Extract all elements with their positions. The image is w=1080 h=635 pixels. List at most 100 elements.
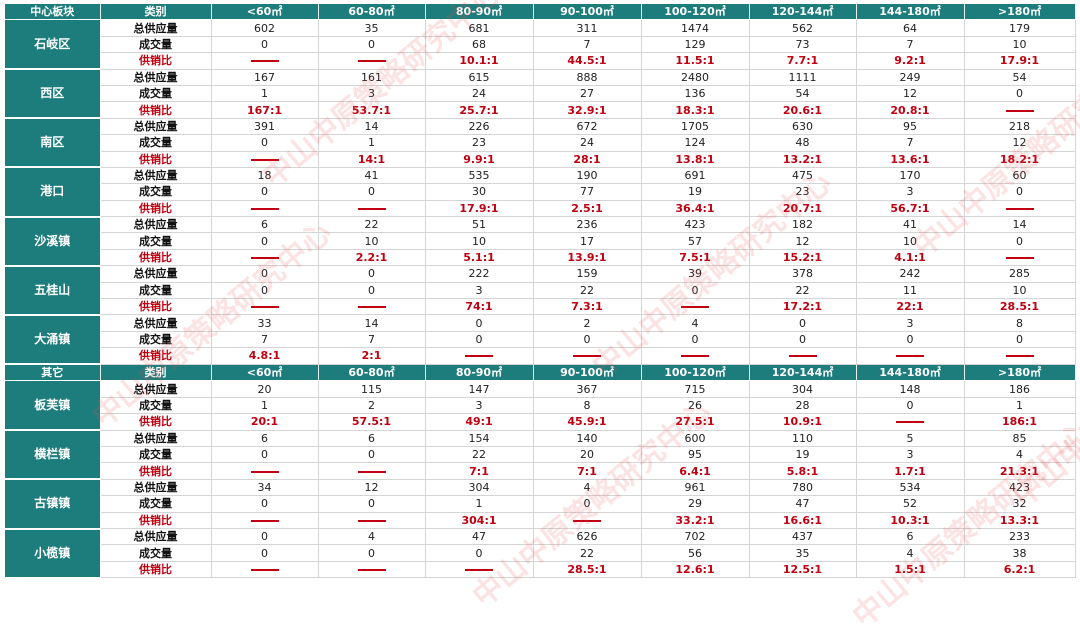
ratio-row: 供销比 2.2:1 5.1:1 13.9:1 7.5:1 15.2:1 4.1:1 (5, 249, 1076, 267)
table-cell: 57.5:1 (318, 413, 426, 431)
table-cell: 18.3:1 (641, 101, 750, 119)
table-cell: 0 (425, 544, 534, 562)
table-cell (964, 101, 1076, 119)
table-cell: 57 (641, 232, 750, 250)
table-cell: 2:1 (318, 347, 426, 365)
table-cell: 12 (964, 134, 1076, 152)
table-cell: 38 (964, 544, 1076, 562)
table-cell: 17.2:1 (749, 298, 857, 316)
table-cell (964, 249, 1076, 267)
supply-row: 五桂山 总供应量 0 0 222 159 39 378 242 285 (5, 265, 1076, 316)
table-cell (211, 462, 319, 480)
table-cell: 5.1:1 (425, 249, 534, 267)
section-header-row: 其它 类别 <60㎡ 60-80㎡ 80-90㎡ 90-100㎡ 100-120㎡ 120-1… (5, 364, 1076, 382)
supply-label: 总供应量 (100, 265, 212, 283)
table-cell: 304 (425, 479, 534, 497)
table-cell: 27 (533, 85, 642, 103)
deals-label: 成交量 (100, 36, 212, 54)
deals-label: 成交量 (100, 544, 212, 562)
table-cell: 226 (425, 118, 534, 136)
table-cell: 68 (425, 36, 534, 54)
ratio-label: 供销比 (100, 52, 212, 70)
table-cell: 20 (533, 446, 642, 464)
ratio-label: 供销比 (100, 200, 212, 218)
table-cell: 3 (856, 446, 965, 464)
table-cell: 186 (964, 380, 1076, 398)
supply-row: 小榄镇 总供应量 0 4 47 626 702 437 6 233 (5, 528, 1076, 579)
column-header: 144-180㎡ (856, 364, 965, 382)
deals-label: 成交量 (100, 85, 212, 103)
region-name: 南区 (5, 118, 101, 169)
table-cell: 161 (318, 69, 426, 86)
region-name: 沙溪镇 (5, 216, 101, 267)
table-cell: 129 (641, 36, 750, 54)
table-cell: 715 (641, 380, 750, 398)
table-cell: 20.8:1 (856, 101, 965, 119)
table-cell: 30 (425, 183, 534, 201)
region-name: 五桂山 (5, 265, 101, 316)
table-cell: 780 (749, 479, 857, 497)
table-cell: 13.6:1 (856, 151, 965, 168)
ratio-row: 供销比 4.8:1 2:1 (5, 347, 1076, 365)
table-cell: 0 (211, 183, 319, 201)
deals-row: 成交量 7 7 0 0 0 0 0 0 (5, 331, 1076, 349)
table-cell: 0 (964, 331, 1076, 349)
table-cell: 9.2:1 (856, 52, 965, 70)
table-cell: 626 (533, 528, 642, 546)
table-cell: 4 (533, 479, 642, 497)
table-cell: 222 (425, 265, 534, 283)
table-cell: 0 (856, 397, 965, 415)
table-cell: 179 (964, 19, 1076, 37)
column-header: 类别 (100, 364, 212, 382)
table-cell: 22 (533, 282, 642, 300)
table-cell: 21.3:1 (964, 462, 1076, 480)
table-cell: 888 (533, 69, 642, 86)
ratio-label: 供销比 (100, 249, 212, 267)
table-cell: 1 (425, 495, 534, 513)
table-cell: 19 (749, 446, 857, 464)
table-cell: 17.9:1 (425, 200, 534, 218)
table-cell: 23 (749, 183, 857, 201)
table-cell: 7.7:1 (749, 52, 857, 70)
column-header: 100-120㎡ (641, 4, 750, 21)
table-cell: 41 (318, 167, 426, 185)
table-cell: 391 (211, 118, 319, 136)
table-cell: 6.4:1 (641, 462, 750, 480)
table-cell (211, 200, 319, 218)
table-cell (318, 462, 426, 480)
deals-label: 成交量 (100, 282, 212, 300)
column-header: >180㎡ (964, 4, 1076, 21)
deals-label: 成交量 (100, 134, 212, 152)
dash-mark (681, 306, 709, 309)
table-cell: 22 (318, 216, 426, 234)
table-cell: 25.7:1 (425, 101, 534, 119)
table-cell: 47 (749, 495, 857, 513)
supply-label: 总供应量 (100, 314, 212, 332)
table-cell: 10.9:1 (749, 413, 857, 431)
table-cell: 13.3:1 (964, 512, 1076, 530)
table-cell: 5.8:1 (749, 462, 857, 480)
table-cell: 0 (425, 314, 534, 332)
table-cell: 475 (749, 167, 857, 185)
table-cell: 39 (641, 265, 750, 283)
table-cell: 32 (964, 495, 1076, 513)
ratio-row: 供销比 14:1 9.9:1 28:1 13.8:1 13.2:1 13.6:1 18.2:1 (5, 151, 1076, 168)
table-cell: 0 (211, 265, 319, 283)
table-cell: 0 (318, 36, 426, 54)
dash-mark (250, 207, 279, 210)
ratio-label: 供销比 (100, 151, 212, 168)
table-cell: 0 (211, 232, 319, 250)
deals-label: 成交量 (100, 446, 212, 464)
table-cell (211, 512, 319, 530)
table-cell: 32.9:1 (533, 101, 642, 119)
table-cell: 22:1 (856, 298, 965, 316)
ratio-row: 供销比 17.9:1 2.5:1 36.4:1 20.7:1 56.7:1 (5, 200, 1076, 218)
deals-row: 成交量 0 0 1 0 29 47 52 32 (5, 495, 1076, 513)
table-cell: 22 (533, 544, 642, 562)
ratio-row: 供销比 167:1 53.7:1 25.7:1 32.9:1 18.3:1 20.6:1 20… (5, 101, 1076, 119)
column-header: 120-144㎡ (749, 4, 857, 21)
table-cell: 4 (964, 446, 1076, 464)
table-cell: 7.3:1 (533, 298, 642, 316)
table-cell: 562 (749, 19, 857, 37)
dash-mark (357, 306, 386, 309)
